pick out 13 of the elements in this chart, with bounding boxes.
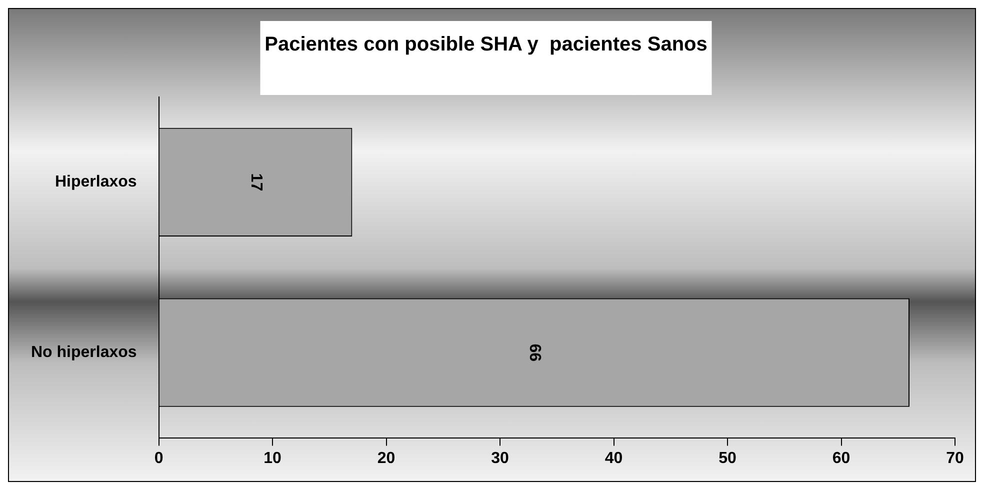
x-tick-label: 60 [832,450,850,467]
x-tick-label: 50 [718,450,737,467]
x-tick-label: 10 [264,450,282,467]
data-label: 66 [526,344,543,362]
y-tick-label: Hiperlaxos [54,174,137,191]
chart-title: Pacientes con posible SHA y pacientes Sanos [264,34,708,56]
data-label: 17 [247,173,264,192]
x-tick-label: 40 [604,450,623,467]
x-tick-label: 70 [946,450,964,467]
x-tick-label: 20 [377,450,396,467]
x-tick-label: 30 [491,450,510,467]
x-tick-label: 0 [154,450,164,467]
y-tick-label: No hiperlaxos [30,344,137,362]
